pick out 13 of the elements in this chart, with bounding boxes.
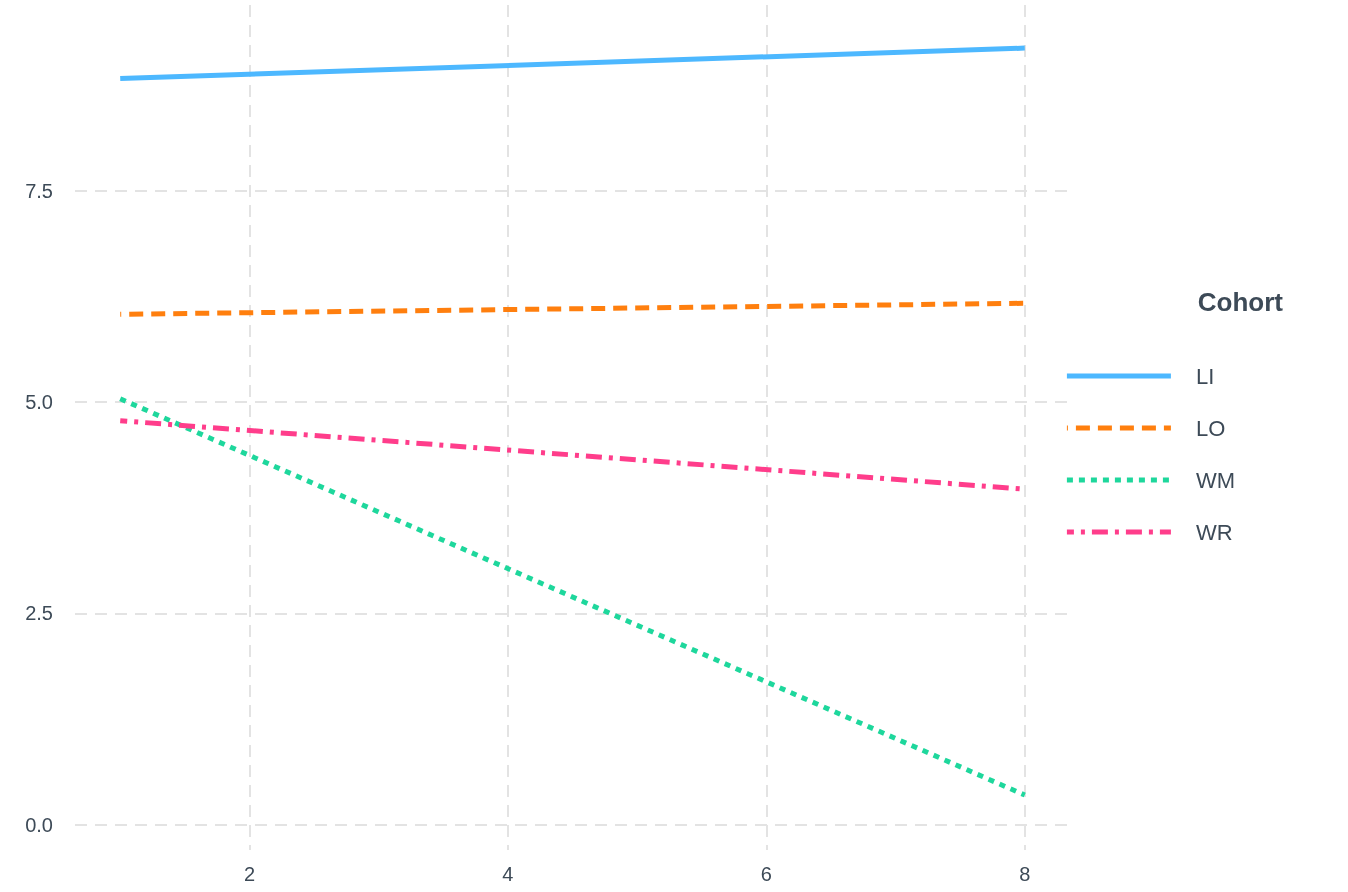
y-tick-label: 0.0 xyxy=(25,813,53,836)
legend-label: WR xyxy=(1195,519,1233,545)
y-tick-label: 5.0 xyxy=(25,391,53,414)
y-tick-label: 2.5 xyxy=(25,602,53,625)
x-tick-label: 2 xyxy=(243,863,256,885)
legend-label: LO xyxy=(1195,415,1226,441)
x-tick-label: 6 xyxy=(760,863,772,885)
x-tick-label: 8 xyxy=(1019,863,1031,885)
x-tick-label: 4 xyxy=(502,863,514,885)
legend-label: WM xyxy=(1195,467,1235,493)
y-tick-label: 7.5 xyxy=(25,179,53,202)
legend-title: Cohort xyxy=(1197,287,1284,317)
legend-label: LI xyxy=(1195,363,1215,389)
